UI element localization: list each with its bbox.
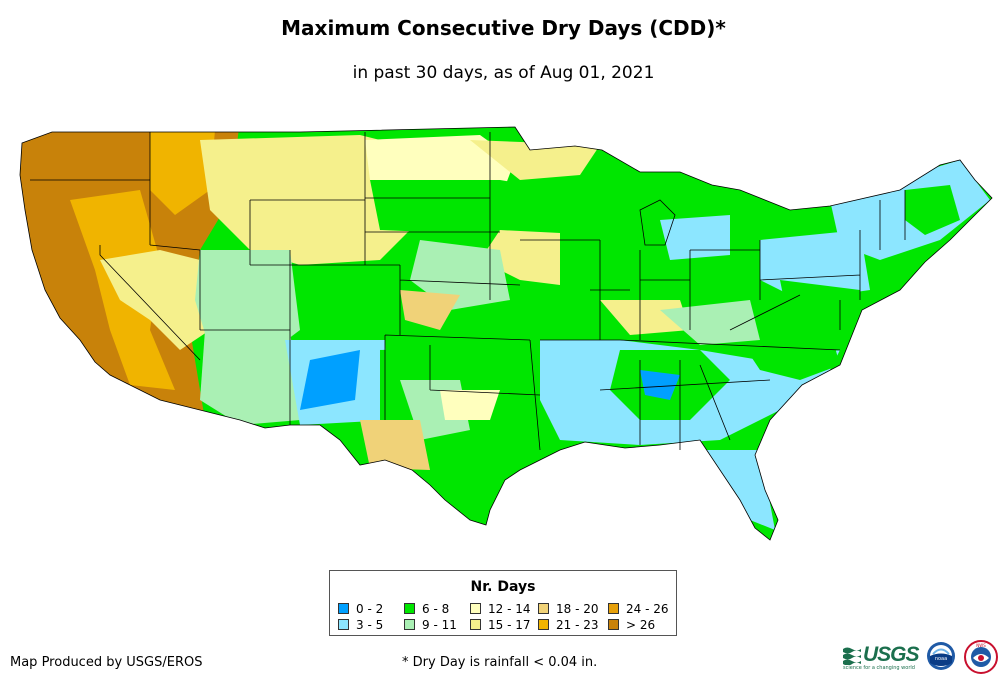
legend-label: 3 - 5 <box>356 618 384 632</box>
usgs-tagline: science for a changing world <box>843 665 915 671</box>
legend-label: 6 - 8 <box>422 602 450 616</box>
noaa-text: noaa <box>935 656 947 662</box>
usgs-wave-icon <box>843 647 861 665</box>
nws-logo-icon: NWS <box>964 640 998 674</box>
nws-text: NWS <box>976 643 986 648</box>
legend-label: > 26 <box>626 618 656 632</box>
legend-swatch <box>470 603 481 614</box>
legend-swatch <box>404 619 415 630</box>
legend-swatch <box>538 603 549 614</box>
legend-swatch <box>338 603 349 614</box>
legend-label: 9 - 11 <box>422 618 457 632</box>
legend-label: 18 - 20 <box>556 602 599 616</box>
credit-text: Map Produced by USGS/EROS <box>10 655 203 670</box>
usgs-logo: USGS science for a changing world <box>843 643 920 671</box>
legend-title: Nr. Days <box>470 579 536 595</box>
noaa-logo-icon: noaa <box>927 642 955 670</box>
legend-swatch <box>338 619 349 630</box>
legend-swatch <box>404 603 415 614</box>
legend-label: 12 - 14 <box>488 602 531 616</box>
map-legend: Nr. Days 0 - 2 3 - 5 6 - 8 9 - 11 12 - 14 15 … <box>329 570 677 636</box>
legend-swatch <box>608 603 619 614</box>
map-title: Maximum Consecutive Dry Days (CDD)* <box>281 16 726 40</box>
legend-label: 15 - 17 <box>488 618 531 632</box>
legend-swatch <box>470 619 481 630</box>
legend-swatch <box>538 619 549 630</box>
legend-swatch <box>608 619 619 630</box>
cdd-raster <box>20 127 992 540</box>
state-boundaries <box>19 126 993 541</box>
usgs-wordmark: USGS <box>863 643 920 666</box>
legend-label: 21 - 23 <box>556 618 599 632</box>
legend-label: 24 - 26 <box>626 602 669 616</box>
map-subtitle: in past 30 days, as of Aug 01, 2021 <box>352 63 655 83</box>
footnote-text: * Dry Day is rainfall < 0.04 in. <box>402 655 598 670</box>
legend-label: 0 - 2 <box>356 602 384 616</box>
